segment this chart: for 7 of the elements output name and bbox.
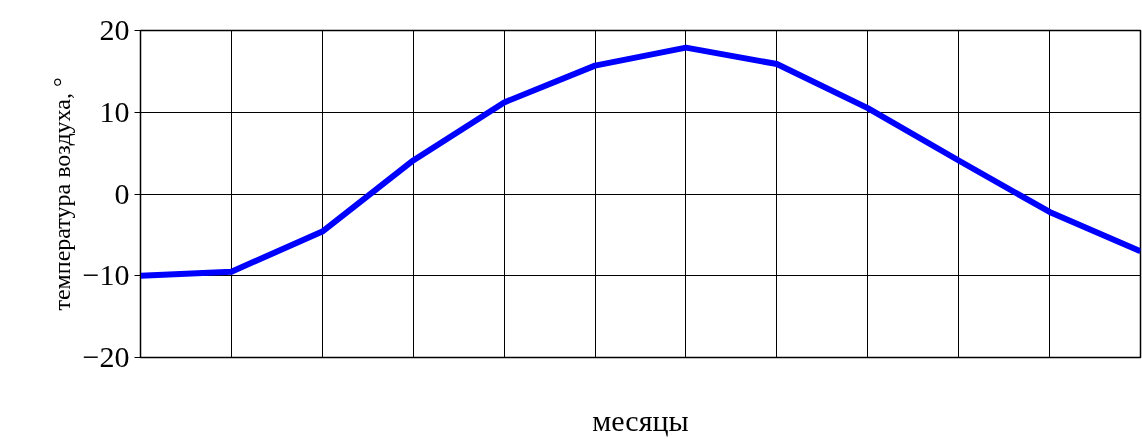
y-axis-title: температура воздуха, °	[48, 77, 75, 311]
y-tick-label: −20	[82, 340, 130, 373]
y-tick-label: 20	[99, 13, 130, 46]
y-tick-label: −10	[82, 258, 130, 292]
y-tick-label: 0	[114, 176, 130, 210]
y-tick-label: 10	[99, 94, 130, 128]
x-axis-title: месяцы	[592, 403, 689, 437]
